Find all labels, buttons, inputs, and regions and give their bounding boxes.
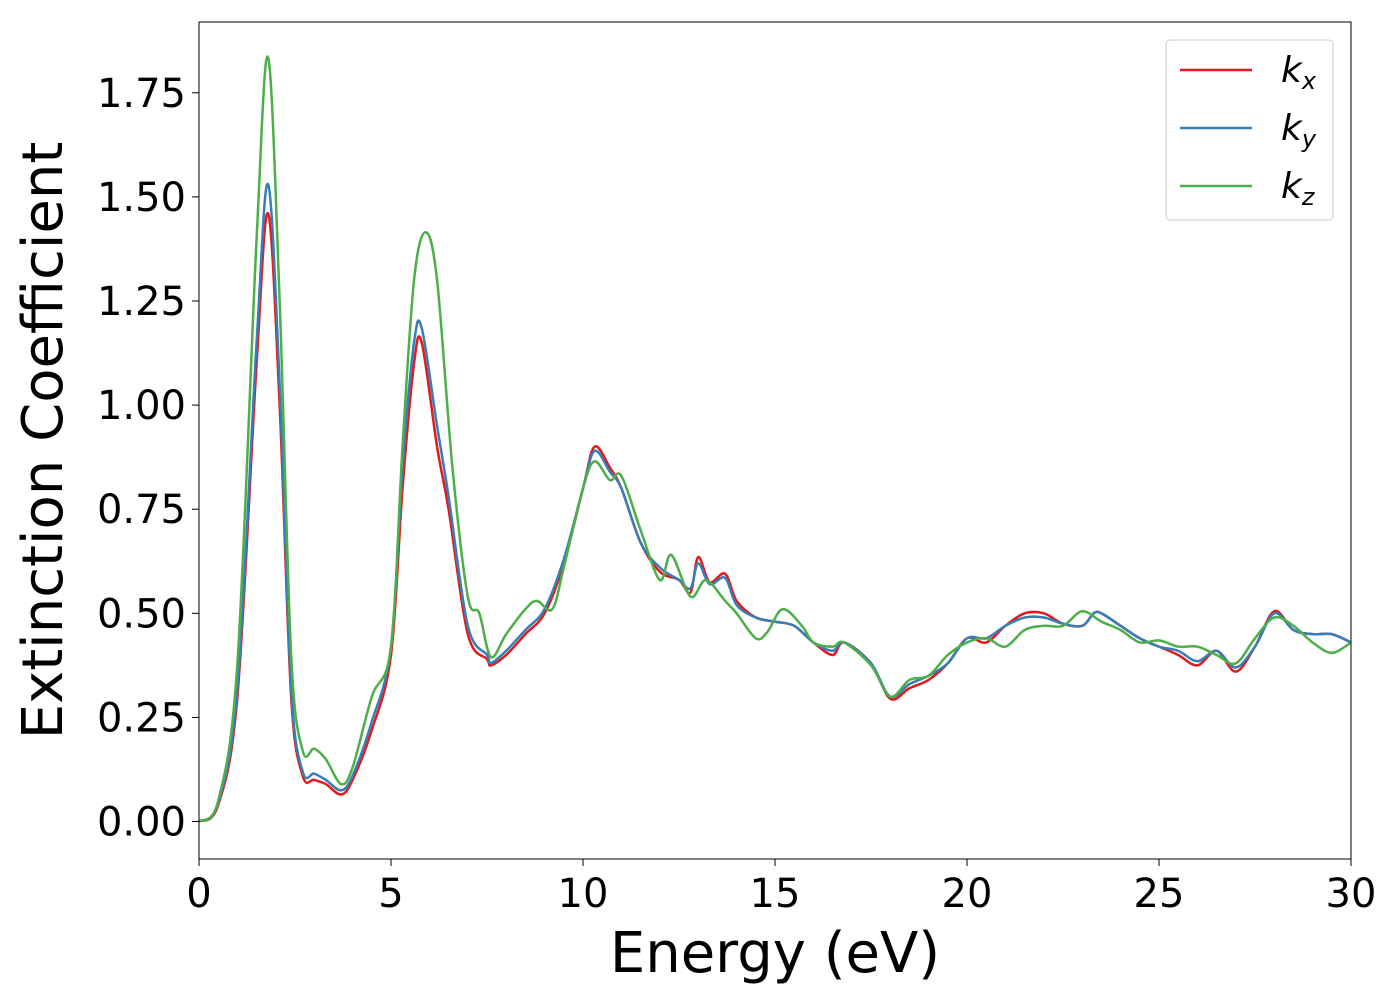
x-tick-label: 15	[750, 871, 801, 917]
x-tick-label: 30	[1326, 871, 1377, 917]
y-tick-label: 0.25	[97, 695, 186, 741]
x-axis-ticks: 0 5 10 15 20 25 30	[186, 859, 1376, 917]
plot-lines	[198, 55, 1352, 823]
legend-label-name: k	[1281, 50, 1304, 91]
y-axis-label: Extinction Coefficient	[11, 142, 76, 740]
series-line-kx	[198, 212, 1352, 823]
y-tick-label: 0.00	[97, 800, 186, 846]
legend-label-name: k	[1281, 166, 1304, 207]
legend-label-subscript: z	[1301, 183, 1316, 211]
x-tick-label: 10	[558, 871, 609, 917]
x-tick-label: 20	[942, 871, 993, 917]
series-line-kz	[198, 55, 1352, 823]
y-axis-ticks: 0.00 0.25 0.50 0.75 1.00 1.25 1.50 1.75	[97, 71, 199, 846]
y-tick-label: 0.50	[97, 591, 186, 637]
series-line-ky	[198, 182, 1352, 823]
legend-label-name: k	[1281, 108, 1304, 149]
x-axis-label: Energy (eV)	[610, 921, 940, 986]
legend-box	[1165, 39, 1334, 221]
x-tick-label: 25	[1134, 871, 1185, 917]
x-tick-label: 0	[186, 871, 211, 917]
y-tick-label: 1.25	[97, 279, 186, 325]
y-tick-label: 1.75	[97, 71, 186, 117]
legend-label-subscript: y	[1301, 125, 1317, 153]
legend-label: ky	[1281, 108, 1317, 153]
x-tick-label: 5	[378, 871, 403, 917]
y-tick-label: 0.75	[97, 487, 186, 533]
legend-label: kx	[1281, 50, 1317, 95]
y-tick-label: 1.50	[97, 175, 186, 221]
y-tick-label: 1.00	[97, 383, 186, 429]
legend-label-subscript: x	[1301, 67, 1317, 95]
legend-label: kz	[1281, 166, 1316, 211]
